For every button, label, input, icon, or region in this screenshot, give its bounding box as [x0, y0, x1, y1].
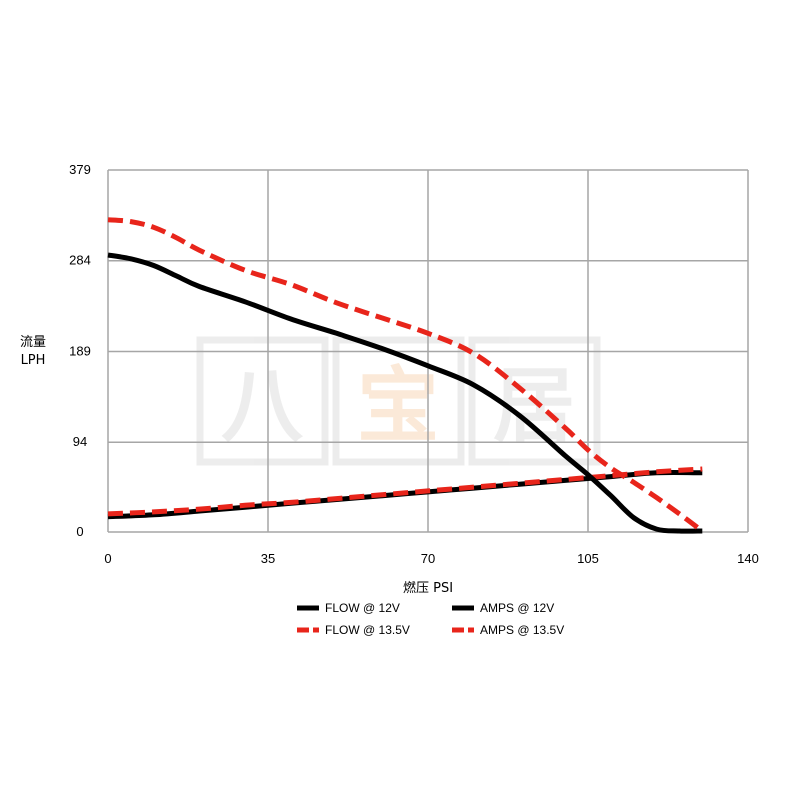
y-axis-label-line1: 流量 — [20, 335, 46, 350]
x-tick-label-4: 140 — [737, 551, 759, 566]
x-tick-label-3: 105 — [577, 551, 599, 566]
y-tick-label-4: 379 — [69, 162, 91, 177]
watermark-char-1: 八 — [221, 359, 304, 454]
tick-labels: 0 94 189 284 379 0 35 70 105 140 — [69, 162, 759, 566]
series-line-flow-13-5v — [107, 217, 704, 534]
legend-label-1: AMPS @ 12V — [480, 601, 554, 615]
series-line-flow-12v — [107, 252, 703, 534]
y-tick-label-3: 284 — [69, 253, 91, 268]
x-axis-label: 燃压 PSI — [403, 580, 453, 596]
legend-label-0: FLOW @ 12V — [325, 601, 400, 615]
grid — [107, 169, 749, 533]
watermark-char-2: 宝 — [357, 359, 439, 454]
x-tick-label-2: 70 — [421, 551, 435, 566]
watermark — [196, 336, 601, 466]
y-axis-label-line2: LPH — [21, 353, 46, 368]
legend-label-2: FLOW @ 13.5V — [325, 623, 410, 637]
series-lines — [107, 217, 704, 534]
y-tick-label-2: 189 — [69, 343, 91, 358]
legend: FLOW @ 12V AMPS @ 12V FLOW @ 13.5V AMPS @ 1… — [297, 601, 564, 637]
series-line-amps-13-5v — [107, 466, 703, 517]
legend-label-3: AMPS @ 13.5V — [480, 623, 564, 637]
y-tick-label-0: 0 — [76, 524, 83, 539]
x-tick-label-1: 35 — [261, 551, 275, 566]
x-tick-label-0: 0 — [104, 551, 111, 566]
y-tick-label-1: 94 — [73, 434, 87, 449]
